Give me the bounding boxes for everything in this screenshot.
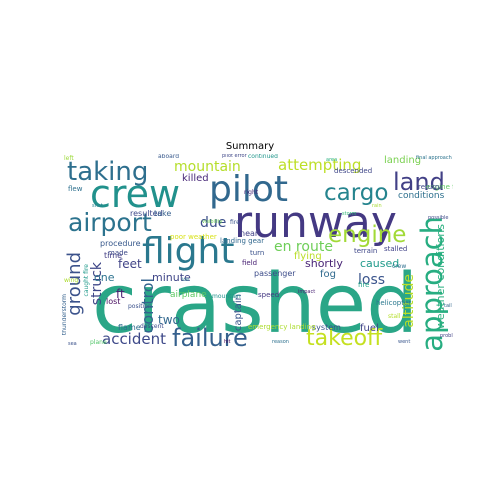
word-poor-weather: poor weather xyxy=(170,233,217,241)
word-crew: crew xyxy=(90,172,181,216)
word-accident: accident xyxy=(102,330,166,348)
word-reason: reason xyxy=(272,339,289,345)
word-field: field xyxy=(242,259,258,267)
word-caught-fire: caught fire xyxy=(83,264,90,297)
word-time: time xyxy=(104,251,123,260)
word-airplane: airplane xyxy=(170,290,207,300)
page-title: Summary xyxy=(225,141,275,152)
word-shortly: shortly xyxy=(305,257,343,270)
word-pilot: pilot xyxy=(209,169,288,210)
word-aboard: aboard xyxy=(158,154,180,160)
word-went: went xyxy=(398,339,411,345)
word-rain: rain xyxy=(372,203,382,209)
word-thunderstorm: thunderstorm xyxy=(62,294,68,336)
word-lost: lost xyxy=(106,297,121,306)
word-mountain-small: mountain xyxy=(212,293,241,300)
word-sea: sea xyxy=(68,341,77,347)
word-system: system xyxy=(312,323,341,332)
word-mountain: mountain xyxy=(174,159,241,175)
word-flew: flew xyxy=(68,185,83,193)
word-emergency-landing: emergency landing xyxy=(248,323,316,331)
word-en-route: en route xyxy=(274,239,333,255)
word-tail: tail xyxy=(444,303,452,309)
word-speed: speed xyxy=(258,291,280,299)
word-cargo: cargo xyxy=(324,180,389,206)
word-made: made xyxy=(108,249,128,257)
word-engine-failure: engine failure xyxy=(426,183,453,191)
word-final-approach: final approach xyxy=(416,155,452,161)
word-problem: problem xyxy=(440,333,453,339)
word-feet: feet xyxy=(118,257,142,271)
word-resulted: resulted xyxy=(130,209,163,218)
word-descended: descended xyxy=(334,167,373,175)
word-pilot-error: pilot error xyxy=(222,154,247,159)
word-visibility: visibility xyxy=(202,219,223,225)
word-return: return xyxy=(418,183,440,191)
word-left: left xyxy=(64,155,74,162)
word-flying: flying xyxy=(294,251,322,262)
word-stall: stall xyxy=(388,313,401,320)
word-flame: flame xyxy=(118,323,141,332)
word-crew-small: crew xyxy=(392,263,407,270)
word-impact: impact xyxy=(298,289,316,295)
word-turn: turn xyxy=(250,249,265,257)
word-takeoff: takeoff xyxy=(306,326,383,350)
word-one: one xyxy=(94,271,115,284)
word-fuel: fuel xyxy=(360,323,379,334)
word-landing-gear: landing gear xyxy=(220,237,265,245)
word-fire-small: fire xyxy=(230,219,240,226)
word-due: due xyxy=(200,215,227,231)
word-engine: engine xyxy=(328,222,407,248)
word-wing: wing xyxy=(64,277,79,284)
word-attempting: attempting xyxy=(278,156,362,174)
word-position: position xyxy=(128,303,152,310)
word-helicopter: helicopter xyxy=(376,299,412,307)
word-conditions: conditions xyxy=(398,191,445,201)
word-ice: ice xyxy=(182,277,190,283)
word-procedure: procedure xyxy=(100,239,141,248)
word-continued: continued xyxy=(248,154,278,160)
word-cloud: crashed runway crew pilot flight failure… xyxy=(62,154,453,350)
word-minute: minute xyxy=(152,271,191,284)
word-loss: loss xyxy=(358,272,386,288)
word-possible: possible xyxy=(428,215,449,221)
word-descent: descent xyxy=(140,323,164,330)
word-shot: shot xyxy=(92,203,103,209)
word-flight: flight xyxy=(142,231,235,272)
word-storm: storm xyxy=(342,211,357,217)
word-taking: taking xyxy=(67,157,149,187)
word-near: near xyxy=(240,229,259,238)
word-hit: hit xyxy=(224,339,231,345)
word-passenger: passenger xyxy=(254,269,296,278)
word-plane: plane xyxy=(90,339,107,346)
word-area: area xyxy=(326,157,338,163)
word-weather-conditions: weather conditions xyxy=(434,224,447,330)
word-airport: airport xyxy=(68,208,152,237)
word-right: right xyxy=(244,189,259,196)
word-crashed: crashed xyxy=(92,257,419,350)
word-landing: landing xyxy=(384,155,422,166)
word-failure: failure xyxy=(172,324,248,350)
word-stalled: stalled xyxy=(384,245,408,253)
word-fog: fog xyxy=(320,269,336,280)
word-take: take xyxy=(154,209,172,218)
word-runway: runway xyxy=(234,197,397,248)
word-fire: fire xyxy=(358,281,370,289)
word-killed: killed xyxy=(182,173,209,184)
word-ft: ft xyxy=(116,287,125,301)
word-caused: caused xyxy=(360,257,400,270)
word-land: land xyxy=(393,168,445,196)
word-terrain: terrain xyxy=(354,247,378,255)
word-two: two xyxy=(158,313,180,327)
